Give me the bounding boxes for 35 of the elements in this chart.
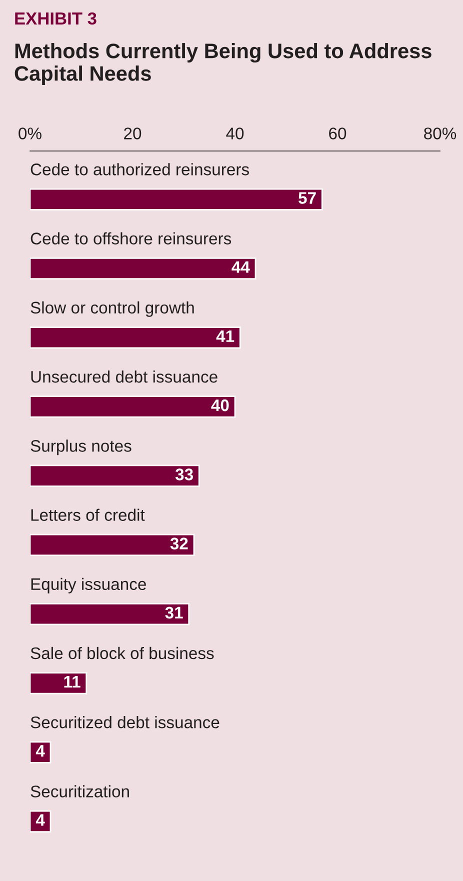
- data-label: 11: [64, 676, 80, 688]
- y-tick-label: Cede to offshore reinsurers: [30, 232, 232, 244]
- bar: [30, 672, 88, 694]
- y-tick-label: Equity issuance: [31, 578, 146, 594]
- x-tick-label: 60: [329, 128, 346, 140]
- x-tick-label: 20: [124, 128, 142, 140]
- x-tick-label: 80%: [424, 128, 456, 140]
- y-tick-label: Securitized debt issuance: [30, 716, 220, 728]
- y-tick-label: Securitization: [30, 785, 129, 798]
- bar: [30, 257, 256, 280]
- chart-title: EXHIBIT 3: [15, 12, 96, 25]
- data-label: 31: [165, 606, 183, 619]
- data-label: 57: [298, 192, 316, 204]
- data-label: 41: [216, 330, 234, 342]
- x-tick-label: 40: [226, 128, 244, 140]
- data-label: 4: [36, 814, 45, 826]
- bar: [30, 464, 200, 487]
- y-tick-label: Unsecured debt issuance: [31, 370, 218, 383]
- y-tick-label: Letters of credit: [31, 508, 145, 521]
- x-tick-label: 0%: [18, 128, 42, 140]
- chart-subtitle: Methods Currently Being Used to Address Capital Needs: [14, 43, 432, 85]
- bar: [30, 326, 241, 349]
- y-tick-label: Sale of block of business: [30, 646, 214, 660]
- data-label: 32: [170, 538, 188, 550]
- data-label: 44: [232, 261, 250, 273]
- y-tick-label: Slow or control growth: [30, 301, 194, 317]
- data-label: 33: [175, 468, 193, 480]
- bar: [30, 534, 195, 556]
- bar: [30, 396, 236, 418]
- y-tick-label: Cede to authorized reinsurers: [30, 163, 249, 176]
- bar: [30, 603, 190, 626]
- y-tick-label: Surplus notes: [30, 440, 132, 456]
- bar: [30, 188, 323, 210]
- data-label: 4: [36, 745, 45, 757]
- data-label: 40: [211, 399, 229, 412]
